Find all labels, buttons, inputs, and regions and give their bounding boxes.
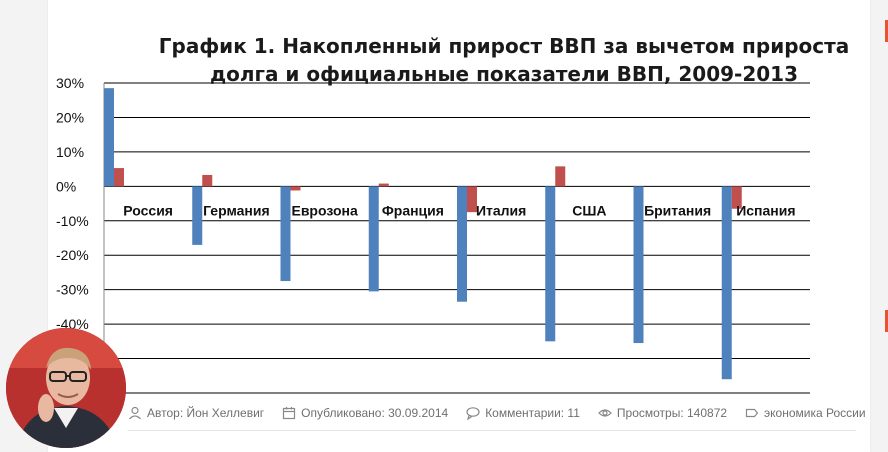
meta-divider: [128, 430, 856, 431]
user-icon: [128, 406, 142, 420]
y-tick-label: 10%: [56, 144, 84, 160]
bar-Франция-series-1: [368, 186, 379, 292]
bar-Франция-series-2: [378, 183, 389, 187]
bar-Британия-series-1: [633, 186, 644, 344]
axis-labels: 30%20%10%0%-10%-20%-30%-40%Россия Германи…: [56, 75, 796, 332]
bar-Италия-series-1: [457, 186, 467, 302]
accent-marker-top: [885, 20, 888, 42]
bar-Испания-series-1: [721, 186, 732, 380]
calendar-icon: [282, 406, 296, 420]
bar-Испания-series-2: [731, 186, 742, 209]
accent-marker-bottom: [885, 310, 888, 332]
category-label: Британия: [644, 202, 711, 218]
y-tick-label: 20%: [56, 109, 84, 125]
chart-title-line1: График 1. Накопленный прирост ВВП за выч…: [158, 34, 850, 58]
eye-icon: [598, 406, 612, 420]
category-label: Германия: [203, 202, 270, 218]
author-photo: [6, 328, 126, 448]
bar-Россия-series-1: [104, 88, 114, 187]
meta-published: Опубликовано: 30.09.2014: [282, 406, 448, 420]
meta-views: Просмотры: 140872: [598, 406, 727, 420]
bar-Германия-series-1: [192, 186, 203, 245]
category-label: Италия: [476, 202, 526, 218]
category-label: Франция: [382, 202, 444, 218]
meta-tag[interactable]: экономика России: [745, 406, 866, 420]
y-tick-label: -10%: [56, 213, 89, 229]
chart-title: График 1. Накопленный прирост ВВП за выч…: [114, 32, 888, 88]
category-label: США: [572, 202, 606, 218]
bar-США-series-2: [555, 166, 566, 187]
bar-США-series-1: [545, 186, 556, 342]
author-avatar[interactable]: [6, 328, 126, 448]
meta-published-text: Опубликовано: 30.09.2014: [301, 406, 449, 420]
y-tick-label: 0%: [56, 178, 76, 194]
category-label: Еврозона: [291, 202, 357, 218]
y-tick-label: -30%: [56, 282, 89, 298]
bar-Германия-series-2: [202, 174, 213, 187]
category-label: Испания: [736, 202, 795, 218]
category-label: Россия: [123, 202, 173, 218]
meta-comments[interactable]: Комментарии: 11: [466, 406, 580, 420]
meta-author[interactable]: Автор: Йон Хеллевиг: [128, 406, 264, 420]
y-tick-label: -20%: [56, 247, 89, 263]
chart-title-line2: долга и официальные показатели ВВП, 2009…: [209, 62, 799, 86]
y-tick-label: 30%: [56, 75, 84, 91]
bar-Еврозона-series-1: [280, 186, 291, 282]
bars: [104, 88, 742, 380]
meta-comments-text: Комментарии: 11: [485, 406, 580, 420]
article-meta: Автор: Йон Хеллевиг Опубликовано: 30.09.…: [128, 404, 866, 422]
bar-Россия-series-2: [114, 168, 124, 187]
comment-icon: [466, 406, 480, 420]
meta-tag-text: экономика России: [764, 406, 866, 420]
meta-views-text: Просмотры: 140872: [616, 406, 728, 420]
tag-icon: [745, 406, 759, 420]
bar-Италия-series-2: [467, 186, 477, 213]
bar-Еврозона-series-2: [290, 186, 301, 191]
chart-image: 30% 20% 10% 0% -10% -20% -30% -40% Россия Германи…: [52, 10, 856, 405]
meta-author-text: Автор: Йон Хеллевиг: [147, 406, 265, 420]
